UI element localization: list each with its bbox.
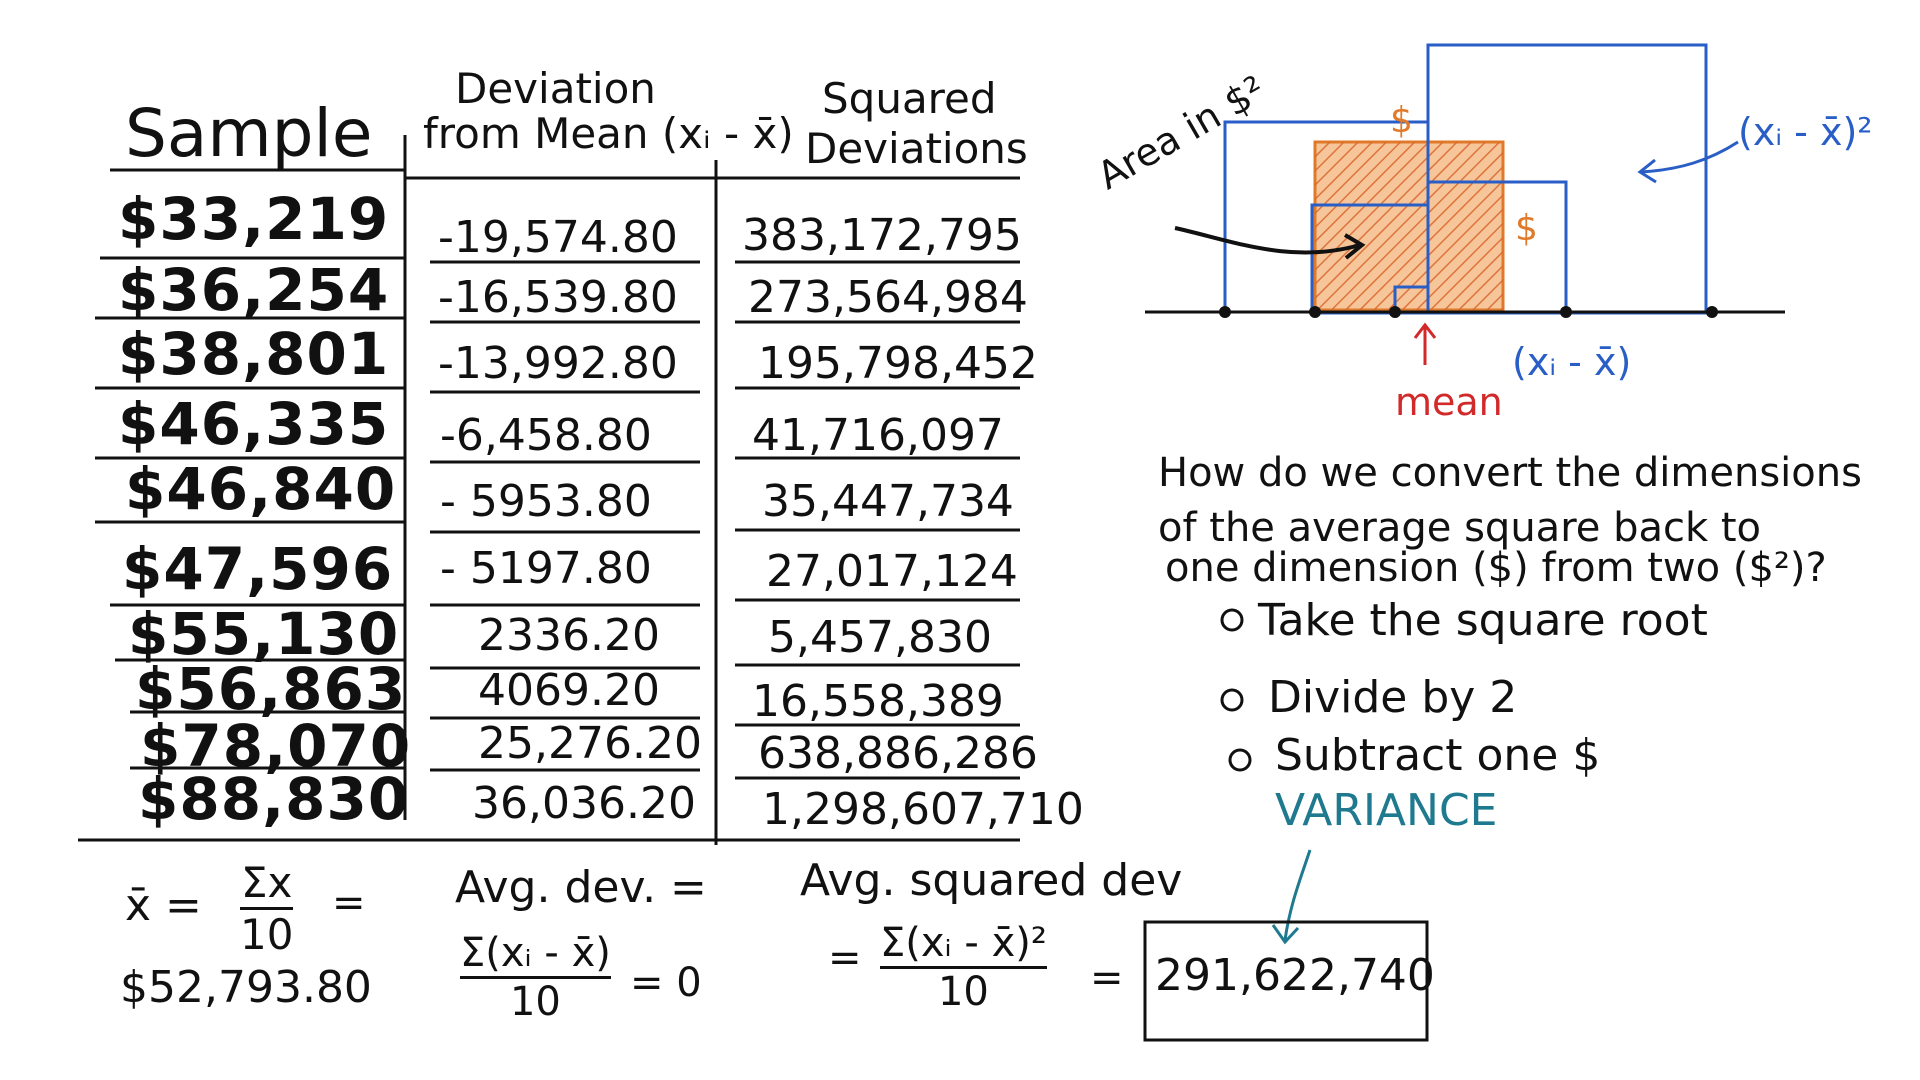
deviation-cell: -16,539.80 <box>438 272 678 323</box>
squared-cell: 383,172,795 <box>742 210 1022 261</box>
deviation-cell: 25,276.20 <box>478 718 702 769</box>
mean-numerator: Σx <box>241 858 293 907</box>
avg-dev-fraction: Σ(xᵢ - x̄) 10 <box>460 930 611 1025</box>
axis-label: (xᵢ - x̄) <box>1512 340 1632 384</box>
squared-cell: 5,457,830 <box>768 612 992 663</box>
sample-cell: $46,840 <box>125 455 397 523</box>
mean-fraction: Σx 10 <box>240 858 294 959</box>
avg-squared-label: Avg. squared dev <box>800 855 1183 906</box>
deviation-cell: 36,036.20 <box>472 778 696 829</box>
avg-dev-result: = 0 <box>630 960 702 1006</box>
squared-cell: 41,716,097 <box>752 410 1004 461</box>
sample-cell: $78,070 <box>140 712 412 780</box>
avg-squared-equals: = <box>828 935 862 981</box>
sample-header: Sample <box>125 95 373 172</box>
squared-cell: 273,564,984 <box>748 272 1028 323</box>
sample-cell: $56,863 <box>135 655 407 723</box>
squared-cell: 16,558,389 <box>752 676 1004 727</box>
deviation-header-line1: Deviation <box>455 64 656 113</box>
variance-label: VARIANCE <box>1275 785 1498 836</box>
variance-value: 291,622,740 <box>1155 950 1435 1001</box>
option-bullet <box>1228 748 1252 772</box>
squared-header-line2: Deviations <box>805 124 1028 173</box>
deviation-cell: - 5197.80 <box>440 543 652 594</box>
option-1: Take the square root <box>1258 595 1708 646</box>
deviation-cell: -6,458.80 <box>440 410 652 461</box>
variance-arrow <box>1283 849 1312 941</box>
squared-header-line1: Squared <box>822 74 997 123</box>
sample-cell: $46,335 <box>118 390 390 458</box>
sample-cell: $33,219 <box>118 185 390 253</box>
mean-value: $52,793.80 <box>120 962 372 1013</box>
square-label: (xᵢ - x̄)² <box>1738 110 1873 154</box>
option-2: Divide by 2 <box>1268 672 1518 723</box>
deviation-header-line2: from Mean (xᵢ - x̄) <box>423 109 794 158</box>
square-label-arrow <box>1639 140 1739 174</box>
avg-squared-equals-2: = <box>1090 955 1124 1001</box>
option-3: Subtract one $ <box>1275 730 1601 781</box>
mean-symbol: x̄ = <box>125 880 202 931</box>
question-line-3: one dimension ($) from two ($²)? <box>1165 545 1827 591</box>
avg-dev-label: Avg. dev. = <box>455 862 707 913</box>
avg-dev-denominator: 10 <box>509 979 561 1025</box>
option-bullet <box>1220 688 1244 712</box>
avg-squared-numerator: Σ(xᵢ - x̄)² <box>880 920 1047 966</box>
deviation-cell: -19,574.80 <box>438 212 678 263</box>
sample-cell: $38,801 <box>118 320 390 388</box>
avg-squared-denominator: 10 <box>937 969 989 1015</box>
squared-cell: 638,886,286 <box>758 728 1038 779</box>
avg-dev-numerator: Σ(xᵢ - x̄) <box>460 930 611 976</box>
question-line-2: of the average square back to <box>1158 505 1762 551</box>
squared-cell: 35,447,734 <box>762 476 1014 527</box>
sample-cell: $55,130 <box>128 600 400 668</box>
squared-cell: 27,017,124 <box>766 546 1018 597</box>
dollar-label: $ <box>1515 208 1538 249</box>
sample-cell: $47,596 <box>122 535 394 603</box>
deviation-cell: -13,992.80 <box>438 338 678 389</box>
area-arrow <box>1174 226 1361 255</box>
deviation-cell: - 5953.80 <box>440 476 652 527</box>
option-bullet <box>1220 608 1244 632</box>
deviation-cell: 4069.20 <box>478 665 660 716</box>
sample-cell: $36,254 <box>118 256 390 324</box>
dollar-label: $ <box>1390 100 1413 141</box>
squared-cell: 1,298,607,710 <box>762 784 1084 835</box>
variance-box <box>1143 920 1429 1042</box>
question-line-1: How do we convert the dimensions <box>1158 450 1862 496</box>
mean-denominator: 10 <box>240 910 294 959</box>
mean-equals: = <box>332 880 366 926</box>
avg-squared-fraction: Σ(xᵢ - x̄)² 10 <box>880 920 1047 1015</box>
deviation-cell: 2336.20 <box>478 610 660 661</box>
squared-cell: 195,798,452 <box>758 338 1038 389</box>
mean-label: mean <box>1395 380 1503 424</box>
sample-cell: $88,830 <box>138 765 410 833</box>
